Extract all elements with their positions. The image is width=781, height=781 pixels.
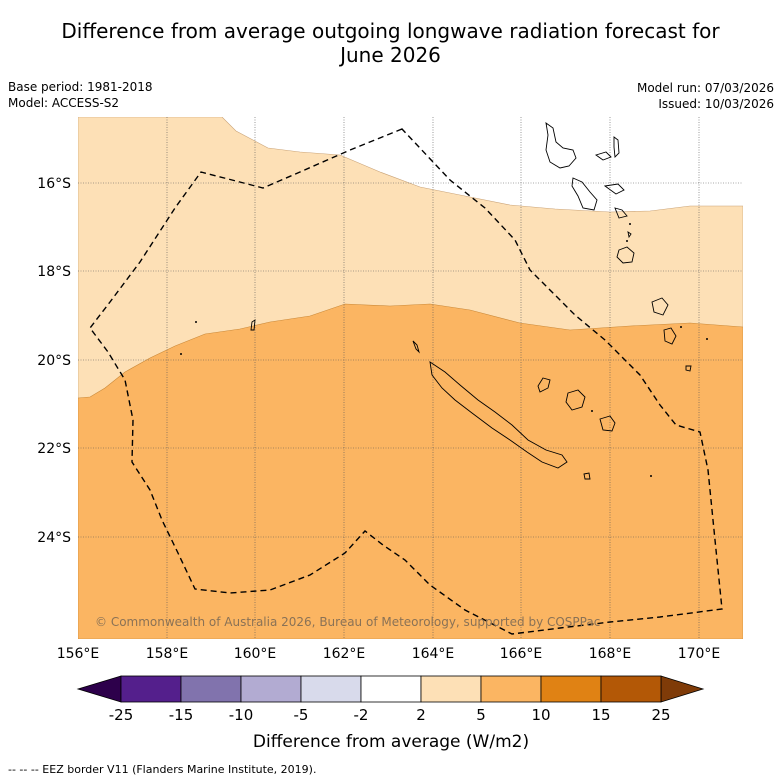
- lat-label: 16°S: [37, 176, 71, 192]
- eez-border: [89, 128, 723, 635]
- small-reef-west: [250, 319, 256, 331]
- issued-date: Issued: 10/03/2026: [658, 97, 774, 111]
- isle-of-pines: [583, 472, 591, 480]
- vanuatu-erromango: [651, 297, 669, 316]
- vanuatu-ambae: [594, 151, 612, 161]
- eez-legend-note: -- -- -- EEZ border V11 (Flanders Marine…: [8, 763, 317, 776]
- lat-label: 22°S: [37, 441, 71, 457]
- coastlines: [250, 122, 692, 480]
- lifou-island: [565, 389, 586, 411]
- longitude-axis: 156°E 158°E 160°E 162°E 164°E 166°E 168°…: [57, 646, 721, 662]
- vanuatu-efate: [616, 246, 635, 264]
- lat-label: 24°S: [37, 530, 71, 546]
- colorbar-segment: [300, 675, 362, 703]
- mare-island: [599, 415, 616, 432]
- model-run: Model run: 07/03/2026: [636, 81, 774, 95]
- vanuatu-tanna: [663, 327, 677, 345]
- lon-label: 158°E: [146, 646, 189, 662]
- copyright-notice: © Commonwealth of Australia 2026, Bureau…: [95, 615, 600, 629]
- colorbar-tick-label: 5: [476, 706, 486, 724]
- vanuatu-pentecost-ambrym: [603, 183, 625, 195]
- colorbar-label: Difference from average (W/m2): [253, 732, 529, 752]
- colorbar-tick-label: -25: [109, 706, 134, 724]
- vanuatu-maewo: [613, 136, 620, 158]
- belep-islands: [412, 340, 420, 354]
- colorbar-segment: [120, 675, 182, 703]
- new-caledonia-island: [429, 361, 568, 469]
- vanuatu-malakula: [571, 177, 598, 211]
- map-title-line-1: Difference from average outgoing longwav…: [61, 19, 720, 43]
- map-title-line-2: June 2026: [340, 43, 441, 67]
- vanuatu-shepherd-islands: [627, 231, 632, 239]
- lon-label: 168°E: [589, 646, 632, 662]
- colorbar-under-arrow: [76, 675, 122, 703]
- lon-label: 166°E: [500, 646, 543, 662]
- lat-label: 18°S: [37, 264, 71, 280]
- colorbar-segment: [360, 675, 422, 703]
- colorbar-tick-label: -15: [169, 706, 194, 724]
- colorbar-segment: [240, 675, 302, 703]
- colorbar-segment: [420, 675, 482, 703]
- colorbar-ticks: -25 -15 -10 -5 -2 2 5 10 15 25: [109, 706, 671, 724]
- small-islets: [180, 223, 708, 477]
- lon-label: 160°E: [234, 646, 277, 662]
- colorbar-tick-label: -5: [294, 706, 309, 724]
- map-area: © Commonwealth of Australia 2026, Bureau…: [78, 117, 743, 639]
- colorbar-tick-label: 2: [416, 706, 426, 724]
- colorbar-tick-label: 15: [591, 706, 610, 724]
- base-period: Base period: 1981-2018: [8, 80, 153, 94]
- lon-label: 162°E: [323, 646, 366, 662]
- lon-label: 170°E: [678, 646, 721, 662]
- lat-label: 20°S: [37, 353, 71, 369]
- colorbar-segment: [600, 675, 662, 703]
- anomaly-region-5-to-10: [78, 303, 743, 639]
- vanuatu-espiritu-santo: [545, 122, 577, 169]
- vanuatu-epi: [614, 207, 628, 219]
- model-name: Model: ACCESS-S2: [8, 96, 120, 110]
- vanuatu-aneityum: [685, 365, 692, 372]
- lon-label: 164°E: [412, 646, 455, 662]
- colorbar-tick-label: -2: [354, 706, 369, 724]
- graticule: [78, 117, 743, 639]
- colorbar-tick-label: -10: [229, 706, 254, 724]
- colorbar-segment: [480, 675, 542, 703]
- colorbar-tick-label: 25: [651, 706, 670, 724]
- colorbar-segment: [180, 675, 242, 703]
- ouvea-island: [537, 377, 551, 393]
- colorbar-segment: [540, 675, 602, 703]
- latitude-axis: 16°S 18°S 20°S 22°S 24°S: [37, 176, 71, 546]
- colorbar-tick-label: 10: [531, 706, 550, 724]
- colorbar-over-arrow: [660, 675, 705, 703]
- lon-label: 156°E: [57, 646, 100, 662]
- colorbar: [76, 675, 705, 703]
